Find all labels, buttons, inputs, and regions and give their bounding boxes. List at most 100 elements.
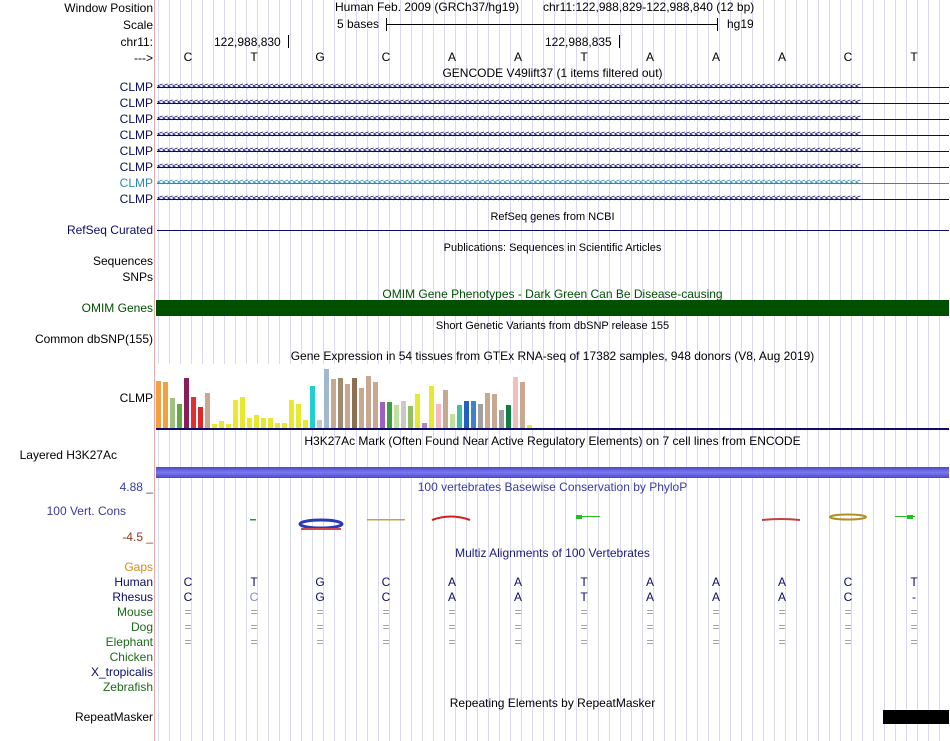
gtex-tissue-bar[interactable] — [296, 404, 301, 428]
gtex-tissue-bar[interactable] — [170, 398, 175, 428]
gtex-tissue-bar[interactable] — [457, 405, 462, 428]
gtex-tissue-bar[interactable] — [436, 404, 441, 428]
gencode-transcript[interactable]: <<<<<<<<<<<<<<<<<<<<<<<<<<<<<<<<<<<<<<<<… — [157, 195, 949, 204]
h3k27ac-label[interactable]: Layered H3K27Ac — [19, 448, 117, 462]
gtex-tissue-bar[interactable] — [247, 418, 252, 428]
snps-label[interactable]: SNPs — [122, 270, 153, 284]
gridline — [664, 0, 665, 741]
gtex-tissue-bar[interactable] — [219, 421, 224, 428]
gtex-tissue-bar[interactable] — [478, 404, 483, 428]
gtex-tissue-bar[interactable] — [338, 378, 343, 428]
gtex-tissue-bar[interactable] — [191, 397, 196, 428]
gtex-tissue-bar[interactable] — [212, 424, 217, 428]
gtex-tissue-bar[interactable] — [345, 384, 350, 428]
multiz-base: = — [712, 620, 720, 634]
multiz-species-label[interactable]: Human — [114, 575, 153, 589]
gencode-item-label[interactable]: CLMP — [119, 112, 153, 126]
gencode-item-label[interactable]: CLMP — [119, 80, 153, 94]
gtex-tissue-bar[interactable] — [331, 379, 336, 428]
multiz-species-label[interactable]: Mouse — [116, 605, 153, 619]
gencode-transcript[interactable]: <<<<<<<<<<<<<<<<<<<<<<<<<<<<<<<<<<<<<<<<… — [157, 131, 949, 140]
gtex-tissue-bar[interactable] — [408, 406, 413, 428]
gtex-tissue-bar[interactable] — [485, 393, 490, 428]
gtex-tissue-bar[interactable] — [310, 386, 315, 428]
gencode-item-label[interactable]: CLMP — [119, 128, 153, 142]
refseq-line[interactable] — [157, 230, 949, 231]
gtex-tissue-bar[interactable] — [429, 386, 434, 428]
multiz-base: = — [844, 635, 852, 649]
gtex-tissue-bar[interactable] — [366, 376, 371, 428]
gencode-item-label[interactable]: CLMP — [119, 160, 153, 174]
gtex-tissue-bar[interactable] — [422, 423, 427, 428]
gtex-tissue-bar[interactable] — [513, 377, 518, 428]
gtex-chart[interactable] — [156, 364, 534, 428]
gtex-tissue-bar[interactable] — [527, 425, 532, 428]
gtex-tissue-bar[interactable] — [268, 418, 273, 428]
gtex-tissue-bar[interactable] — [324, 369, 329, 428]
phylop-plot[interactable] — [155, 505, 950, 535]
gtex-tissue-bar[interactable] — [387, 402, 392, 428]
gtex-tissue-bar[interactable] — [380, 402, 385, 428]
gtex-tissue-bar[interactable] — [261, 418, 266, 428]
gencode-transcript[interactable]: <<<<<<<<<<<<<<<<<<<<<<<<<<<<<<<<<<<<<<<<… — [157, 99, 949, 108]
gtex-tissue-bar[interactable] — [226, 424, 231, 428]
multiz-species-label[interactable]: Dog — [130, 620, 153, 634]
phylop-label[interactable]: 100 Vert. Cons — [46, 504, 126, 518]
gencode-transcript[interactable]: <<<<<<<<<<<<<<<<<<<<<<<<<<<<<<<<<<<<<<<<… — [157, 163, 949, 172]
gencode-item-label[interactable]: CLMP — [119, 176, 153, 190]
gencode-transcript[interactable]: <<<<<<<<<<<<<<<<<<<<<<<<<<<<<<<<<<<<<<<<… — [157, 179, 949, 188]
gtex-tissue-bar[interactable] — [492, 394, 497, 428]
gtex-tissue-bar[interactable] — [450, 414, 455, 428]
gtex-tissue-bar[interactable] — [198, 407, 203, 428]
gencode-transcript[interactable]: <<<<<<<<<<<<<<<<<<<<<<<<<<<<<<<<<<<<<<<<… — [157, 147, 949, 156]
gtex-tissue-bar[interactable] — [415, 394, 420, 428]
gencode-item-label[interactable]: CLMP — [119, 144, 153, 158]
gtex-tissue-bar[interactable] — [240, 397, 245, 428]
gtex-tissue-bar[interactable] — [317, 420, 322, 428]
gtex-tissue-bar[interactable] — [401, 401, 406, 428]
gtex-tissue-bar[interactable] — [177, 404, 182, 428]
omim-feature-bar[interactable] — [156, 300, 949, 316]
gtex-tissue-bar[interactable] — [289, 400, 294, 428]
multiz-species-label[interactable]: Chicken — [109, 650, 153, 664]
h3k27ac-signal[interactable] — [156, 467, 949, 478]
gencode-item-label[interactable]: CLMP — [119, 192, 153, 206]
gtex-tissue-bar[interactable] — [282, 423, 287, 428]
refseq-label[interactable]: RefSeq Curated — [66, 223, 153, 237]
gencode-item-label[interactable]: CLMP — [119, 96, 153, 110]
gtex-tissue-bar[interactable] — [254, 415, 259, 428]
gencode-transcript[interactable]: <<<<<<<<<<<<<<<<<<<<<<<<<<<<<<<<<<<<<<<<… — [157, 115, 949, 124]
omim-label[interactable]: OMIM Genes — [81, 301, 153, 315]
gtex-tissue-bar[interactable] — [163, 382, 168, 428]
dbsnp-label[interactable]: Common dbSNP(155) — [34, 332, 153, 346]
gtex-tissue-bar[interactable] — [464, 401, 469, 428]
gtex-tissue-bar[interactable] — [373, 382, 378, 428]
gtex-tissue-bar[interactable] — [506, 405, 511, 428]
sequences-label[interactable]: Sequences — [92, 254, 153, 268]
repeatmasker-label[interactable]: RepeatMasker — [74, 710, 153, 724]
gtex-tissue-bar[interactable] — [443, 390, 448, 428]
gtex-tissue-bar[interactable] — [520, 382, 525, 428]
multiz-species-label[interactable]: X_tropicalis — [90, 665, 153, 679]
gtex-tissue-bar[interactable] — [303, 420, 308, 428]
multiz-species-label[interactable]: Rhesus — [112, 590, 153, 604]
gtex-tissue-bar[interactable] — [499, 410, 504, 428]
gtex-tissue-bar[interactable] — [205, 393, 210, 428]
gtex-label[interactable]: CLMP — [119, 391, 153, 405]
gtex-tissue-bar[interactable] — [471, 401, 476, 428]
multiz-species-label[interactable]: Elephant — [105, 635, 153, 649]
multiz-base: C — [843, 590, 853, 604]
gtex-tissue-bar[interactable] — [352, 378, 357, 428]
gtex-tissue-bar[interactable] — [233, 400, 238, 428]
multiz-species-label[interactable]: Zebrafish — [102, 680, 153, 694]
gencode-transcript[interactable]: <<<<<<<<<<<<<<<<<<<<<<<<<<<<<<<<<<<<<<<<… — [157, 83, 949, 92]
gtex-tissue-bar[interactable] — [394, 405, 399, 428]
gtex-tissue-bar[interactable] — [275, 423, 280, 428]
gtex-tissue-bar[interactable] — [184, 378, 189, 428]
gtex-tissue-bar[interactable] — [359, 388, 364, 428]
sequence-base: A — [513, 50, 522, 64]
gtex-tissue-bar[interactable] — [156, 381, 161, 428]
repeatmasker-block[interactable] — [883, 710, 949, 724]
gaps-label[interactable]: Gaps — [124, 560, 153, 574]
coord-right: 122,988,835 — [545, 35, 612, 49]
